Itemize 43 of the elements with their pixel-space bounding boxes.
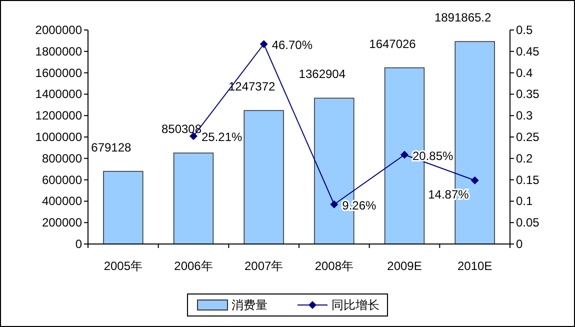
y2-tick-label: 0.4: [516, 66, 534, 80]
bar: [173, 152, 214, 244]
y2-tick-label: 0.3: [516, 108, 534, 123]
x-tick-label: 2006年: [174, 259, 213, 273]
y2-tick-label: 0.2: [516, 151, 534, 166]
data-label: 1891865.2: [434, 10, 492, 25]
data-label: 25.21%: [202, 130, 243, 144]
y-tick-label: 400000: [42, 194, 82, 208]
point: [470, 176, 479, 184]
x-tick-label: 2009E: [387, 259, 422, 273]
y2-tick-label: 0.1: [516, 194, 534, 208]
y-tick-label: 1800000: [35, 44, 82, 58]
y-tick-label: 2000000: [35, 23, 82, 37]
y2-tick-label: 0.5: [516, 23, 534, 37]
y-tick-label: 200000: [42, 216, 82, 230]
legend-label: 同比增长: [332, 298, 380, 312]
x-tick-label: 2008年: [314, 259, 354, 273]
x-tick-label: 2010E: [457, 259, 492, 273]
y2-tick-label: 0.35: [516, 87, 540, 102]
y-tick-label: 1000000: [35, 130, 82, 144]
point: [330, 200, 338, 208]
x-tick-label: 2005年: [104, 259, 143, 273]
y2-tick-label: 0: [516, 237, 523, 251]
y2-tick-label: 0.45: [516, 44, 540, 58]
data-label: 1647026: [369, 36, 416, 51]
y-tick-label: 1600000: [35, 66, 82, 80]
x-tick-label: 2007年: [244, 259, 284, 273]
data-label: 679128: [91, 140, 132, 154]
point: [400, 150, 408, 159]
data-label: 1362904: [298, 67, 346, 82]
y-tick-label: 800000: [42, 151, 82, 166]
point: [260, 40, 268, 48]
y-tick-label: 600000: [42, 172, 82, 187]
y2-tick-label: 0.15: [516, 172, 540, 187]
data-label: 46.70%: [272, 38, 313, 52]
y2-tick-label: 0.05: [516, 216, 540, 230]
y2-tick-label: 0.25: [516, 130, 540, 144]
y-tick-label: 1200000: [35, 108, 82, 123]
bar: [244, 110, 284, 244]
y-tick-label: 0: [75, 237, 82, 251]
legend-label: 消费量: [232, 298, 268, 312]
bar: [103, 170, 144, 244]
y-tick-label: 1400000: [35, 87, 82, 102]
